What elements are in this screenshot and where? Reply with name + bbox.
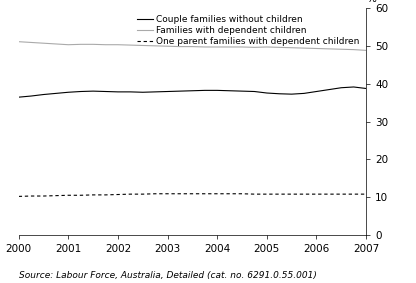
Families with dependent children	[215, 45, 220, 49]
Couple families without children	[264, 91, 269, 95]
Couple families without children	[41, 93, 46, 96]
One parent families with dependent children	[364, 192, 369, 196]
Couple families without children	[190, 89, 195, 93]
Families with dependent children	[29, 41, 34, 44]
One parent families with dependent children	[314, 192, 319, 196]
Couple families without children	[103, 90, 108, 93]
Families with dependent children	[202, 45, 207, 49]
One parent families with dependent children	[16, 195, 21, 198]
Families with dependent children	[364, 49, 369, 52]
Line: Families with dependent children: Families with dependent children	[19, 42, 366, 50]
One parent families with dependent children	[215, 192, 220, 196]
Couple families without children	[128, 90, 133, 94]
One parent families with dependent children	[29, 194, 34, 198]
One parent families with dependent children	[277, 192, 282, 196]
Families with dependent children	[339, 48, 344, 51]
Couple families without children	[178, 89, 183, 93]
One parent families with dependent children	[289, 192, 294, 196]
Families with dependent children	[277, 46, 282, 49]
Line: Couple families without children: Couple families without children	[19, 87, 366, 97]
Couple families without children	[215, 89, 220, 92]
One parent families with dependent children	[178, 192, 183, 196]
Line: One parent families with dependent children: One parent families with dependent child…	[19, 194, 366, 196]
One parent families with dependent children	[91, 193, 96, 197]
Couple families without children	[153, 90, 158, 94]
One parent families with dependent children	[190, 192, 195, 196]
Families with dependent children	[227, 45, 232, 49]
One parent families with dependent children	[66, 194, 71, 197]
Couple families without children	[252, 90, 257, 93]
Couple families without children	[302, 92, 307, 95]
Couple families without children	[140, 91, 145, 94]
One parent families with dependent children	[264, 192, 269, 196]
One parent families with dependent children	[327, 192, 332, 196]
Couple families without children	[116, 90, 121, 94]
Couple families without children	[314, 90, 319, 93]
One parent families with dependent children	[339, 192, 344, 196]
Families with dependent children	[264, 45, 269, 49]
One parent families with dependent children	[128, 192, 133, 196]
Families with dependent children	[190, 45, 195, 48]
Families with dependent children	[128, 43, 133, 47]
One parent families with dependent children	[153, 192, 158, 196]
One parent families with dependent children	[240, 192, 245, 196]
Couple families without children	[240, 89, 245, 93]
One parent families with dependent children	[252, 192, 257, 196]
Families with dependent children	[116, 43, 121, 46]
Couple families without children	[202, 89, 207, 92]
One parent families with dependent children	[202, 192, 207, 196]
Families with dependent children	[240, 45, 245, 49]
Couple families without children	[66, 91, 71, 94]
Families with dependent children	[314, 47, 319, 50]
Couple families without children	[78, 90, 83, 93]
Families with dependent children	[252, 46, 257, 49]
Couple families without children	[91, 89, 96, 93]
Legend: Couple families without children, Families with dependent children, One parent f: Couple families without children, Famili…	[136, 15, 360, 46]
One parent families with dependent children	[302, 192, 307, 196]
Families with dependent children	[302, 46, 307, 50]
Families with dependent children	[178, 45, 183, 48]
Couple families without children	[29, 94, 34, 98]
Couple families without children	[351, 85, 356, 89]
Couple families without children	[339, 86, 344, 89]
One parent families with dependent children	[53, 194, 58, 197]
Families with dependent children	[327, 47, 332, 51]
One parent families with dependent children	[165, 192, 170, 196]
Families with dependent children	[41, 42, 46, 45]
Families with dependent children	[78, 43, 83, 46]
Families with dependent children	[165, 44, 170, 48]
Families with dependent children	[16, 40, 21, 43]
Couple families without children	[165, 90, 170, 93]
Couple families without children	[16, 95, 21, 99]
Families with dependent children	[140, 44, 145, 47]
Families with dependent children	[351, 48, 356, 51]
Couple families without children	[327, 88, 332, 91]
One parent families with dependent children	[351, 192, 356, 196]
One parent families with dependent children	[78, 194, 83, 197]
Couple families without children	[277, 92, 282, 95]
Families with dependent children	[289, 46, 294, 50]
Couple families without children	[289, 93, 294, 96]
Couple families without children	[364, 87, 369, 90]
One parent families with dependent children	[227, 192, 232, 196]
Families with dependent children	[91, 43, 96, 46]
Families with dependent children	[153, 44, 158, 48]
One parent families with dependent children	[116, 193, 121, 196]
One parent families with dependent children	[103, 193, 108, 197]
Families with dependent children	[53, 42, 58, 46]
Families with dependent children	[103, 43, 108, 46]
Text: %: %	[366, 0, 376, 4]
Couple families without children	[53, 92, 58, 95]
Text: Source: Labour Force, Australia, Detailed (cat. no. 6291.0.55.001): Source: Labour Force, Australia, Detaile…	[19, 271, 317, 280]
One parent families with dependent children	[41, 194, 46, 198]
One parent families with dependent children	[140, 192, 145, 196]
Families with dependent children	[66, 43, 71, 46]
Couple families without children	[227, 89, 232, 93]
